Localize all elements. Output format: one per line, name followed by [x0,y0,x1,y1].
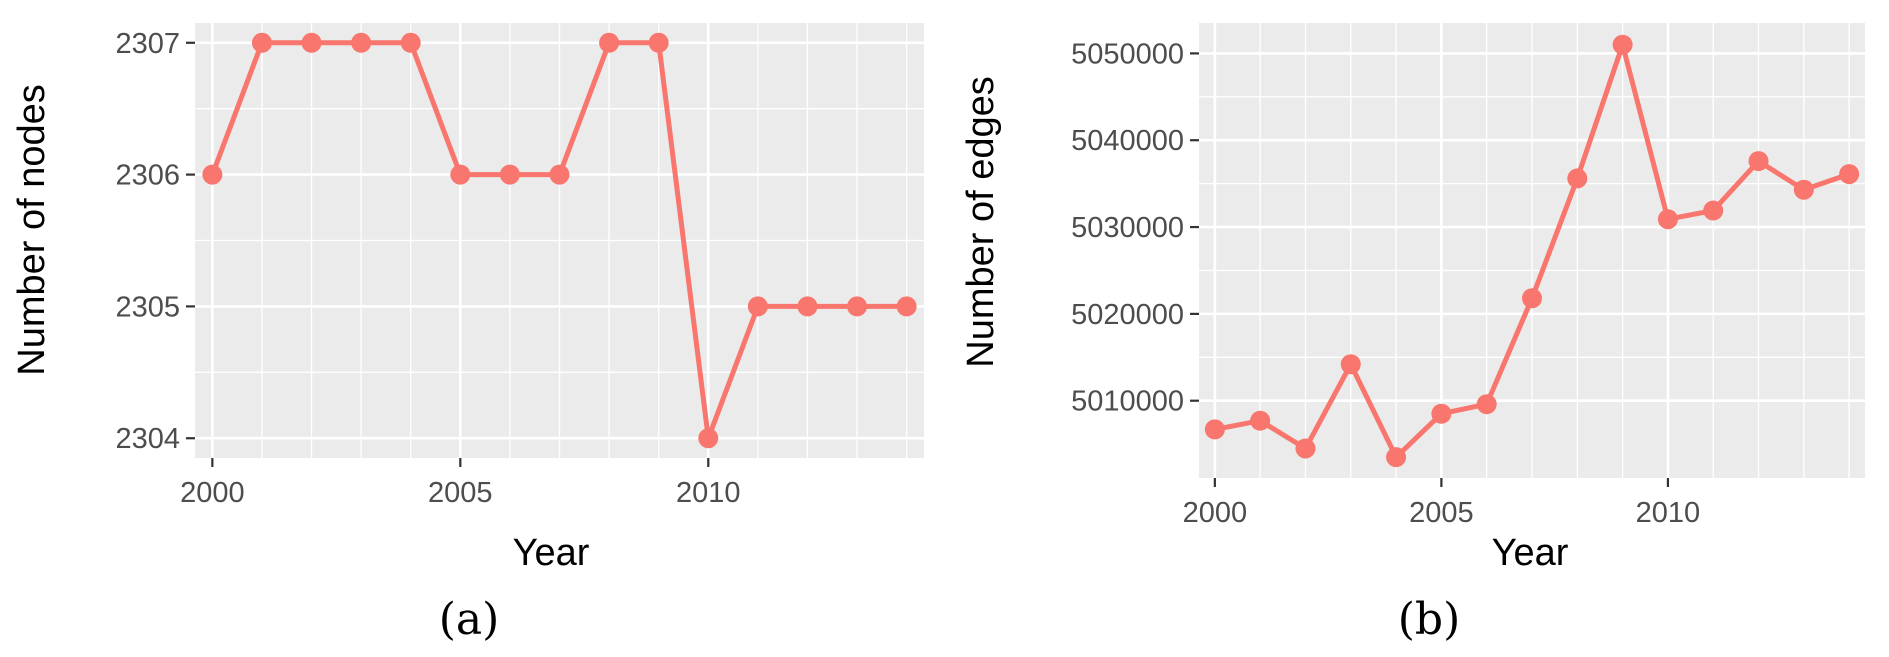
data-point [1748,151,1769,172]
x-tick-label: 2005 [428,477,493,509]
data-point [400,32,421,53]
plot-layer: 5010000 5020000 5030000 5040000 5050000 2000 2… [1071,23,1865,529]
data-point [202,164,223,185]
x-axis-title: Year [1492,532,1569,574]
chart-nodes: 2304 2305 2306 2307 2000 2005 2010 Number of n… [11,23,924,645]
data-point [599,32,620,53]
data-point [1522,288,1542,309]
data-point [1793,179,1814,200]
y-tick-label: 5050000 [1071,38,1184,70]
data-point [797,296,818,317]
caption: (a) [439,594,500,645]
y-tick-label: 2307 [115,28,180,60]
x-tick-label: 2005 [1409,497,1474,529]
data-point [1250,410,1271,431]
y-tick-label: 2304 [115,423,180,455]
caption: (b) [1398,594,1461,645]
data-point [1340,354,1361,375]
x-tick-label: 2010 [1636,497,1701,529]
y-axis-title: Number of nodes [11,84,53,376]
data-point [1612,34,1633,55]
x-tick-label: 2010 [676,477,741,509]
data-point [847,296,868,317]
y-tick-label: 5040000 [1071,125,1184,157]
y-tick-label: 5010000 [1071,386,1184,418]
data-point [1839,164,1860,185]
data-point [1476,394,1497,415]
data-point [351,32,372,53]
data-point [499,164,520,185]
data-point [896,296,917,317]
y-tick-label: 2305 [115,291,180,323]
data-point [1204,419,1225,440]
data-point [1657,209,1678,230]
data-point [648,32,669,53]
data-point [450,164,471,185]
x-tick-label: 2000 [180,477,245,509]
y-tick-label: 5030000 [1071,212,1184,244]
data-point [747,296,768,317]
data-point [251,32,272,53]
data-point [1295,438,1316,459]
data-point [301,32,322,53]
y-tick-label: 2306 [115,160,180,192]
data-point [549,164,570,185]
y-tick-label: 5020000 [1071,299,1184,331]
data-point [1567,168,1588,189]
y-axis-title: Number of edges [960,76,1002,368]
data-point [1703,200,1724,221]
x-axis-title: Year [513,532,590,574]
data-point [1431,403,1452,424]
data-point [1386,447,1407,468]
data-point [698,428,719,449]
chart-edges: 5010000 5020000 5030000 5040000 5050000 2000 2… [960,23,1865,645]
plot-layer: 2304 2305 2306 2307 2000 2005 2010 [115,23,924,509]
x-tick-label: 2000 [1183,497,1248,529]
